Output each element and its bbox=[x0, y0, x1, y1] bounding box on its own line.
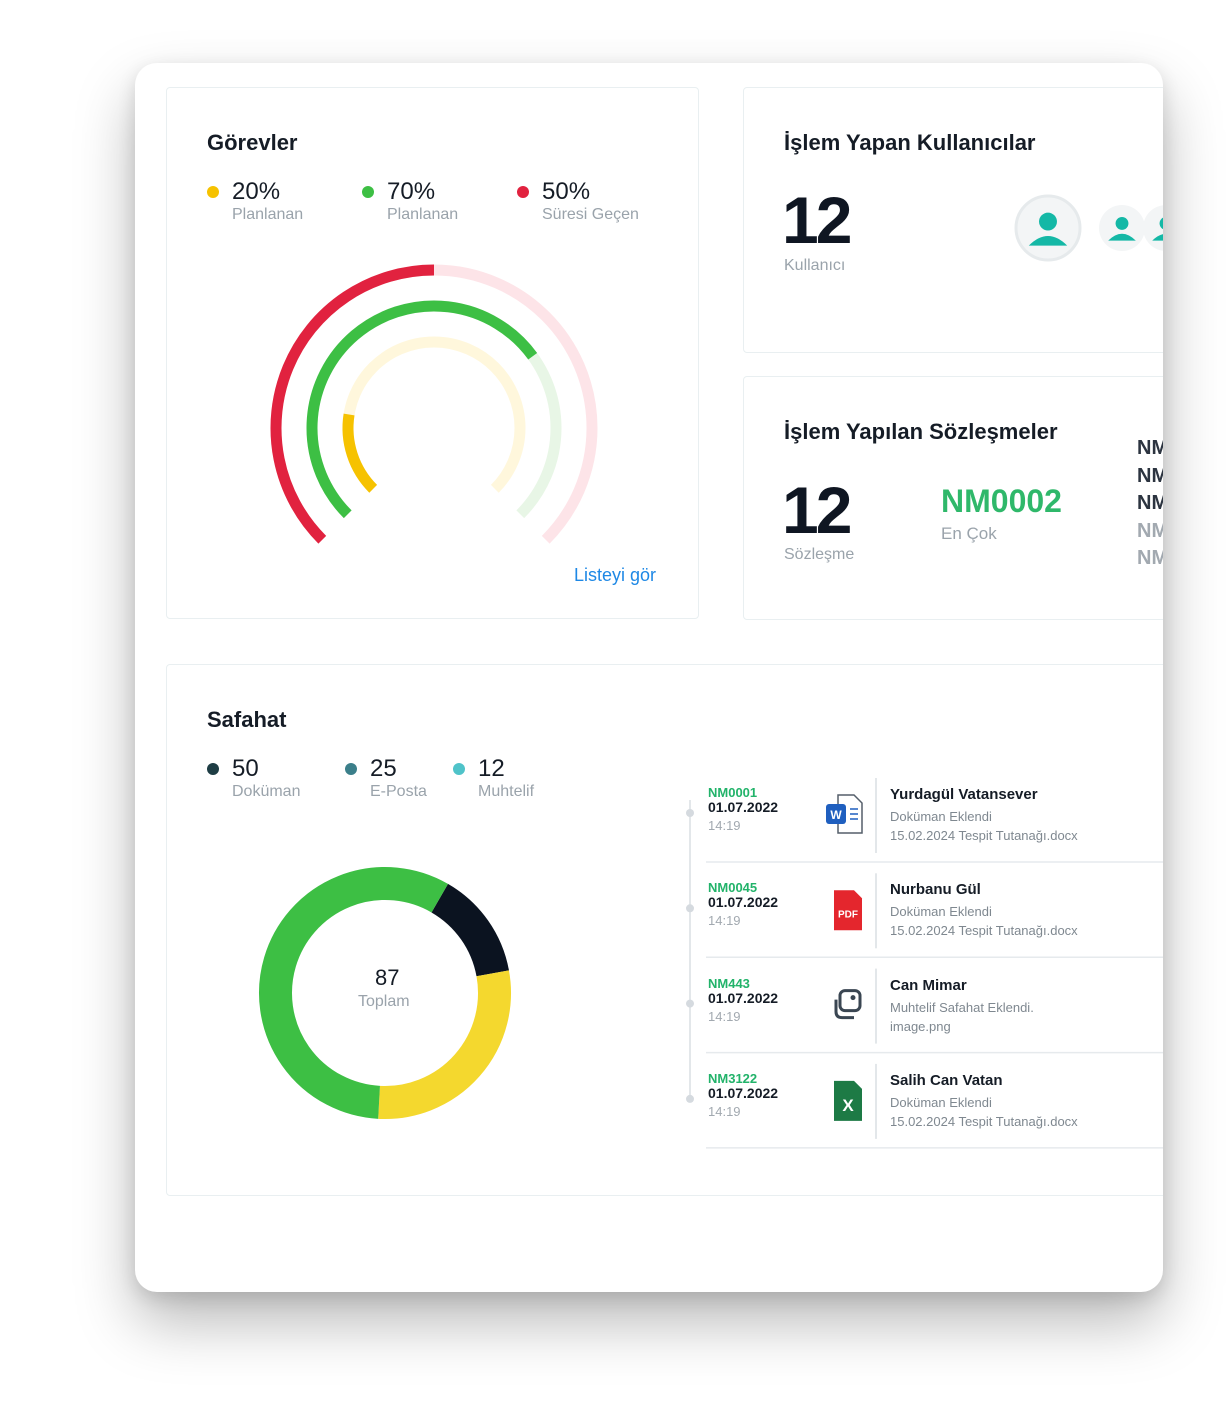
image-icon-back bbox=[834, 999, 854, 1020]
contract-item: NM bbox=[1137, 437, 1163, 459]
user-name: Nurbanu Gül bbox=[890, 881, 981, 899]
avatar-body bbox=[1152, 234, 1163, 241]
entry-action: Muhtelif Safahat Eklendi. bbox=[890, 999, 1034, 1015]
legend-label: Planlanan bbox=[387, 206, 459, 223]
dashboard-card: W PDF X Görevler 20% Planlanan 70% Planlanan 50… bbox=[135, 63, 1163, 1292]
entry-time: 14:19 bbox=[708, 1103, 741, 1119]
entry-file: 15.02.2024 Tespit Tutanağı.docx bbox=[890, 1113, 1078, 1129]
legend-label: Muhtelif bbox=[478, 783, 535, 800]
panel-title: Safahat bbox=[207, 707, 287, 732]
dashboard: W PDF X Görevler 20% Planlanan 70% Planlanan 50… bbox=[135, 63, 1163, 1292]
contract-code: NM443 bbox=[708, 975, 750, 991]
entry-date: 01.07.2022 bbox=[708, 894, 779, 911]
entry-file: image.png bbox=[890, 1018, 951, 1034]
legend-value: 50% bbox=[542, 178, 591, 205]
legend-label: Planlanan bbox=[232, 206, 304, 223]
timeline-dot bbox=[686, 809, 694, 817]
donut-segment bbox=[431, 883, 509, 977]
contract-item: NM bbox=[1137, 519, 1163, 542]
contract-count-label: Sözleşme bbox=[784, 546, 855, 563]
icon-text: X bbox=[842, 1096, 854, 1115]
entry-date: 01.07.2022 bbox=[708, 989, 779, 1006]
legend-value: 20% bbox=[232, 178, 281, 205]
gauge-arc bbox=[306, 300, 538, 519]
legend-label: E-Posta bbox=[370, 783, 427, 800]
entry-action: Doküman Eklendi bbox=[890, 809, 992, 824]
legend-dot bbox=[207, 763, 219, 775]
legend-dot bbox=[207, 186, 219, 198]
user-count: 12 bbox=[782, 183, 852, 257]
entry-file: 15.02.2024 Tespit Tutanağı.docx bbox=[890, 923, 1078, 939]
legend-label: Doküman bbox=[232, 783, 301, 800]
timeline-dot bbox=[686, 904, 694, 913]
gauge-arc bbox=[270, 264, 435, 544]
legend-dot bbox=[362, 186, 374, 198]
contract-item: NM bbox=[1137, 547, 1163, 569]
image-icon bbox=[838, 989, 862, 1013]
contracts-panel bbox=[743, 376, 1163, 620]
user-name: Yurdagül Vatansever bbox=[890, 786, 1038, 803]
gauge-track bbox=[342, 336, 526, 493]
avatar bbox=[1143, 205, 1163, 251]
avatar-head bbox=[1115, 216, 1129, 230]
entry-file: 15.02.2024 Tespit Tutanağı.docx bbox=[890, 828, 1078, 843]
panel-title: İşlem Yapılan Sözleşmeler bbox=[784, 419, 1058, 444]
timeline-dot bbox=[686, 1094, 694, 1103]
excel-icon bbox=[834, 1080, 862, 1121]
list-link[interactable]: Listeyi gör bbox=[574, 565, 657, 585]
legend-label: Süresi Geçen bbox=[542, 206, 639, 223]
image-icon-dot bbox=[850, 995, 856, 1001]
legend-dot bbox=[453, 763, 465, 775]
avatar-body bbox=[1108, 233, 1136, 241]
legend-dot bbox=[345, 763, 357, 775]
contract-item: NM bbox=[1137, 464, 1163, 487]
entry-action: Doküman Eklendi bbox=[890, 904, 992, 920]
avatar-body bbox=[1028, 236, 1068, 246]
user-name: Salih Can Vatan bbox=[890, 1071, 1003, 1089]
entry-date: 01.07.2022 bbox=[708, 1084, 779, 1101]
panel-title: İşlem Yapan Kullanıcılar bbox=[784, 130, 1036, 155]
donut-total: 87 bbox=[375, 965, 400, 990]
icon-text: PDF bbox=[838, 909, 858, 920]
user-count-label: Kullanıcı bbox=[784, 257, 846, 274]
gauge-arc bbox=[342, 413, 378, 493]
entry-time: 14:19 bbox=[708, 913, 741, 929]
users-panel bbox=[743, 87, 1163, 353]
graphics: W PDF X bbox=[207, 186, 1163, 1149]
avatar-head bbox=[1039, 212, 1057, 231]
pdf-icon bbox=[834, 890, 862, 931]
legend-value: 12 bbox=[478, 755, 505, 782]
contract-code: NM0045 bbox=[708, 880, 758, 896]
legend-dot bbox=[517, 186, 529, 198]
legend-value: 50 bbox=[232, 755, 259, 782]
contract-count: 12 bbox=[782, 473, 852, 547]
timeline-dot bbox=[686, 999, 694, 1008]
entry-action: Doküman Eklendi bbox=[890, 1094, 992, 1110]
panel-title: Görevler bbox=[207, 130, 298, 155]
legend-value: 70% bbox=[387, 178, 436, 205]
entry-time: 14:19 bbox=[708, 1008, 741, 1024]
contract-code: NM3122 bbox=[708, 1070, 758, 1086]
user-name: Can Mimar bbox=[890, 976, 967, 994]
top-contract-label: En Çok bbox=[941, 524, 997, 543]
icon-text: W bbox=[830, 808, 842, 822]
entry-date: 01.07.2022 bbox=[708, 799, 779, 815]
gorevler-panel bbox=[166, 87, 699, 619]
word-badge bbox=[826, 804, 846, 824]
contract-item: NM bbox=[1137, 492, 1163, 514]
legend-value: 25 bbox=[370, 755, 397, 782]
donut-segment bbox=[378, 970, 511, 1119]
avatar-head bbox=[1159, 217, 1163, 230]
contract-code: NM0001 bbox=[708, 785, 758, 800]
entry-time: 14:19 bbox=[708, 818, 741, 833]
top-contract: NM0002 bbox=[941, 483, 1062, 519]
donut-total-label: Toplam bbox=[358, 993, 410, 1010]
donut-segment bbox=[259, 867, 448, 1119]
